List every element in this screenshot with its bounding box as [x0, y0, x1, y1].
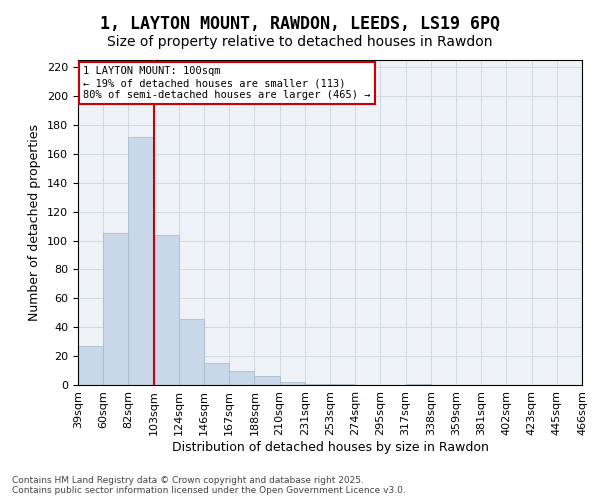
Y-axis label: Number of detached properties: Number of detached properties [28, 124, 41, 321]
Text: Contains HM Land Registry data © Crown copyright and database right 2025.
Contai: Contains HM Land Registry data © Crown c… [12, 476, 406, 495]
Text: 1, LAYTON MOUNT, RAWDON, LEEDS, LS19 6PQ: 1, LAYTON MOUNT, RAWDON, LEEDS, LS19 6PQ [100, 15, 500, 33]
Text: Size of property relative to detached houses in Rawdon: Size of property relative to detached ho… [107, 35, 493, 49]
Bar [330, 384, 355, 385]
X-axis label: Distribution of detached houses by size in Rawdon: Distribution of detached houses by size … [172, 440, 488, 454]
Bar [305, 384, 330, 385]
Bar [179, 318, 204, 385]
Bar [229, 370, 254, 385]
Text: 1 LAYTON MOUNT: 100sqm
← 19% of detached houses are smaller (113)
80% of semi-de: 1 LAYTON MOUNT: 100sqm ← 19% of detached… [83, 66, 371, 100]
Bar [103, 234, 128, 385]
Bar [78, 346, 103, 385]
Bar [128, 136, 154, 385]
Bar [204, 364, 229, 385]
Bar [254, 376, 280, 385]
Bar [154, 235, 179, 385]
Bar [280, 382, 305, 385]
Bar [406, 384, 431, 385]
